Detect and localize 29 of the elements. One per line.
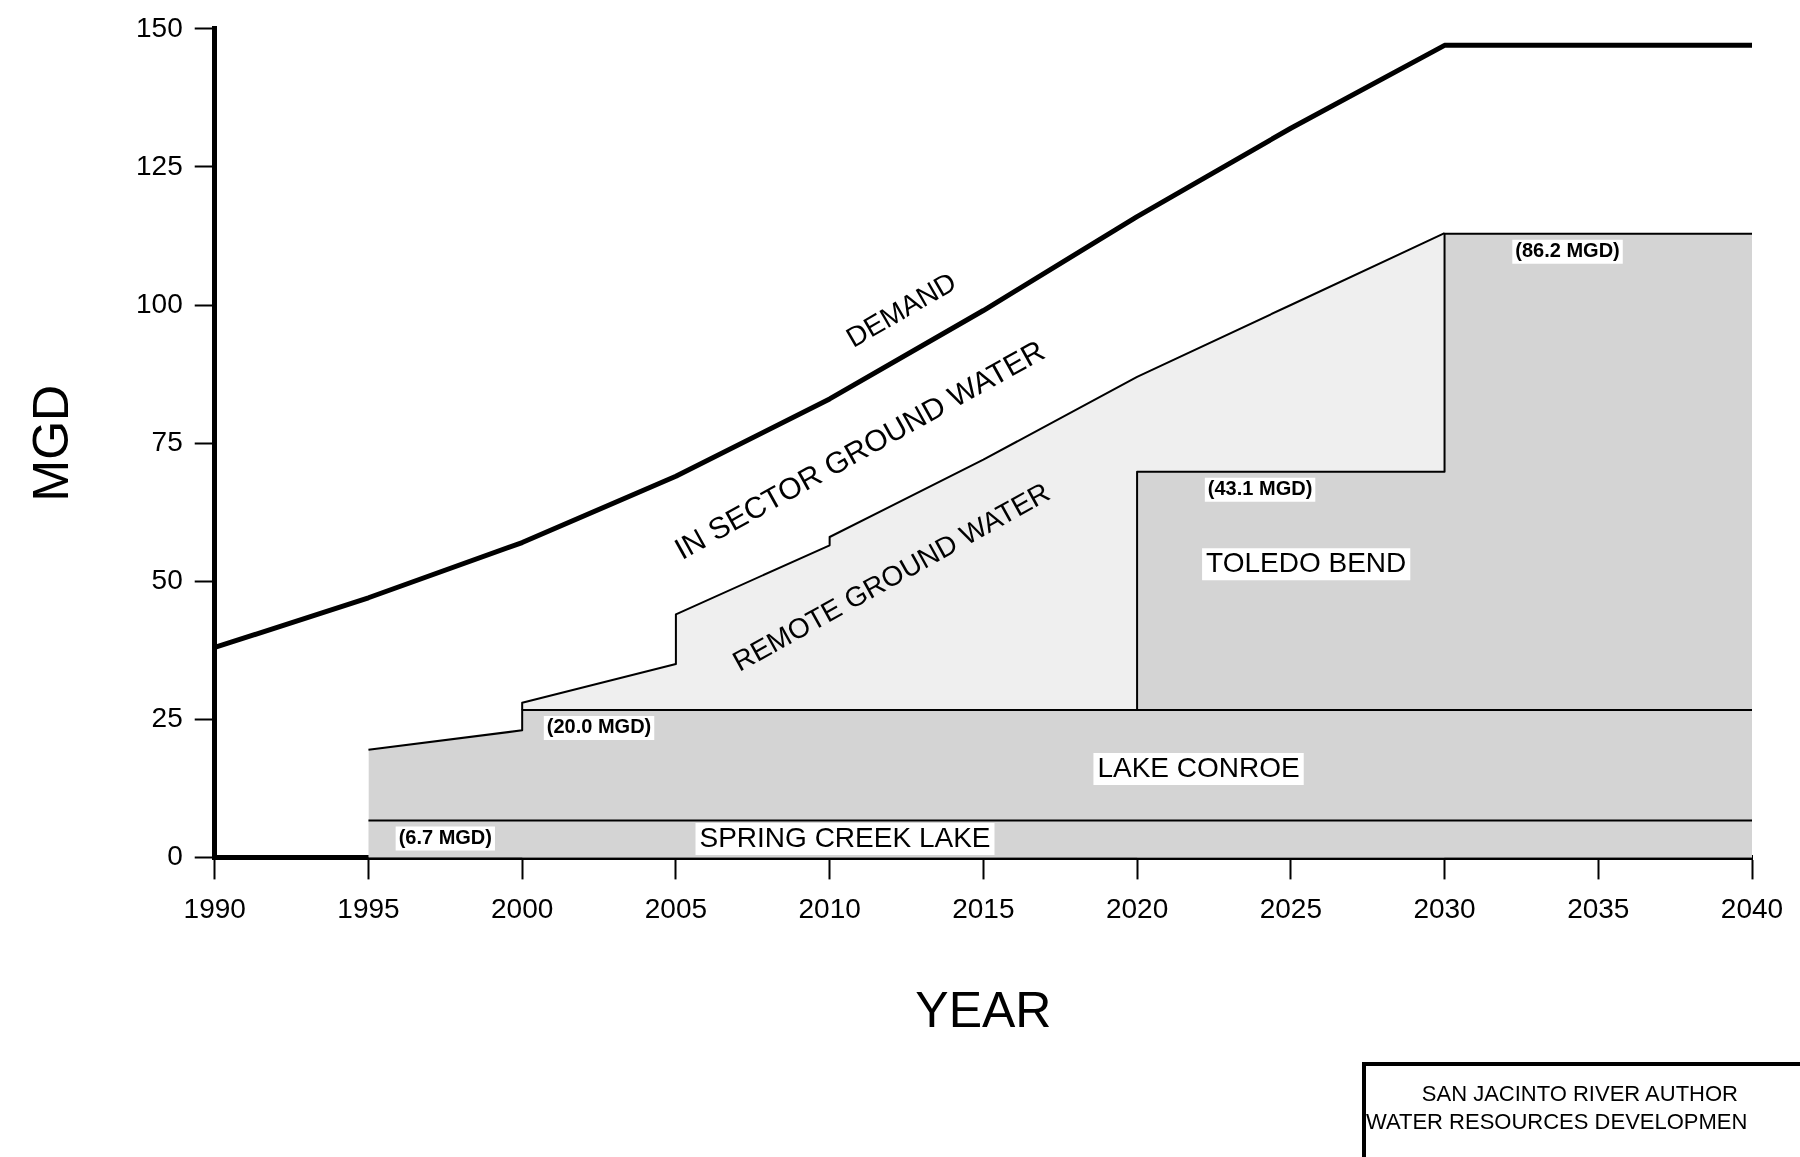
annotation: (43.1 MGD) xyxy=(1207,477,1313,500)
text: SAN JACINTO RIVER AUTHOR xyxy=(1420,1080,1738,1108)
annotation: (6.7 MGD) xyxy=(398,825,492,848)
series-label: SPRING CREEK LAKE xyxy=(699,821,991,853)
text: WATER RESOURCES DEVELOPMEN xyxy=(1366,1108,1748,1136)
series-label: LAKE CONROE xyxy=(1097,751,1300,783)
x-tick-label: 2030 xyxy=(1413,892,1476,924)
x-tick-label: 2025 xyxy=(1259,892,1322,924)
annotation: (86.2 MGD) xyxy=(1515,239,1620,262)
y-axis-title: MGD xyxy=(22,384,79,502)
x-axis-title: YEAR xyxy=(915,981,1052,1038)
y-tick-label: 100 xyxy=(136,287,183,319)
y-tick-label: 25 xyxy=(151,702,183,734)
series-label: TOLEDO BEND xyxy=(1206,547,1407,579)
x-tick-label: 2000 xyxy=(491,892,554,924)
annotation: (20.0 MGD) xyxy=(546,715,652,738)
x-tick-label: 2020 xyxy=(1105,892,1169,924)
x-tick-label: 2010 xyxy=(798,892,861,924)
x-tick-label: 1990 xyxy=(183,892,246,924)
y-tick-label: 50 xyxy=(151,563,183,595)
x-tick-label: 2015 xyxy=(952,892,1015,924)
x-tick-label: 2005 xyxy=(644,892,708,924)
x-tick-label: 2035 xyxy=(1567,892,1630,924)
y-tick-label: 150 xyxy=(136,11,183,43)
y-tick-label: 0 xyxy=(167,840,183,872)
x-tick-label: 2040 xyxy=(1720,892,1784,924)
y-tick-label: 75 xyxy=(151,425,183,457)
x-tick-label: 1995 xyxy=(337,892,400,924)
y-tick-label: 125 xyxy=(136,149,183,181)
